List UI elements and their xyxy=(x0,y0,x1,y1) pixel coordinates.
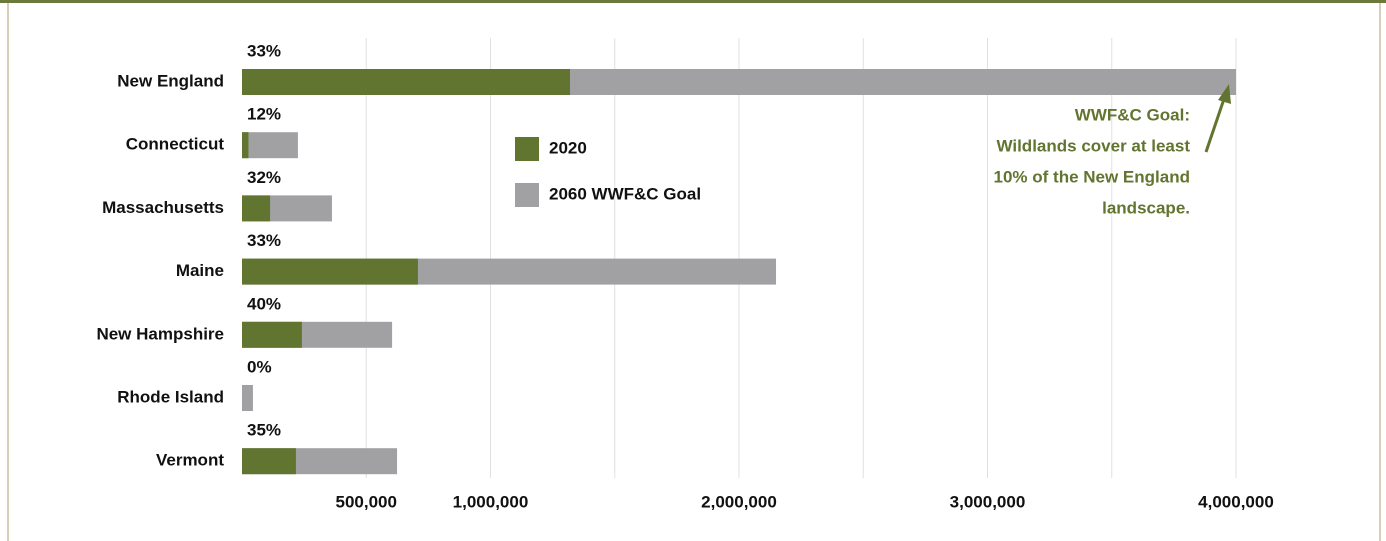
legend-swatch xyxy=(515,183,539,207)
legend-label: 2020 xyxy=(549,138,587,157)
bar xyxy=(242,258,418,285)
bar xyxy=(242,195,271,222)
percent-label: 40% xyxy=(247,294,281,313)
legend-label: 2060 WWF&C Goal xyxy=(549,184,701,203)
y-tick-label: Vermont xyxy=(156,451,224,470)
bar xyxy=(242,448,296,475)
annotation-arrowhead xyxy=(1218,84,1231,104)
percent-label: 0% xyxy=(247,357,272,376)
percent-label: 12% xyxy=(247,105,281,124)
bar xyxy=(242,132,249,159)
x-tick-label: 4,000,000 xyxy=(1198,492,1274,511)
top-border xyxy=(0,0,1386,3)
bar xyxy=(242,132,298,159)
annotation-arrow xyxy=(1204,95,1227,153)
percent-label: 32% xyxy=(247,168,281,187)
y-tick-label: Maine xyxy=(176,261,224,280)
x-tick-label: 3,000,000 xyxy=(950,492,1026,511)
y-tick-label: Rhode Island xyxy=(117,387,224,406)
y-tick-label: New England xyxy=(117,71,224,90)
y-tick-label: Massachusetts xyxy=(102,198,224,217)
y-tick-label: New Hampshire xyxy=(96,324,224,343)
bar xyxy=(242,69,571,95)
percent-label: 33% xyxy=(247,41,281,60)
y-tick-label: Connecticut xyxy=(126,135,225,154)
annotation-text: 10% of the New England xyxy=(994,167,1190,186)
bar xyxy=(242,385,253,411)
annotation-text: WWF&C Goal: xyxy=(1075,105,1190,124)
annotation-text: Wildlands cover at least xyxy=(996,136,1190,155)
percent-label: 35% xyxy=(247,421,281,440)
x-tick-label: 2,000,000 xyxy=(701,492,777,511)
legend-swatch xyxy=(515,137,539,161)
x-tick-label: 1,000,000 xyxy=(453,492,529,511)
bar xyxy=(242,321,302,348)
percent-label: 33% xyxy=(247,231,281,250)
annotation-text: landscape. xyxy=(1102,198,1190,217)
x-tick-label: 500,000 xyxy=(336,492,397,511)
